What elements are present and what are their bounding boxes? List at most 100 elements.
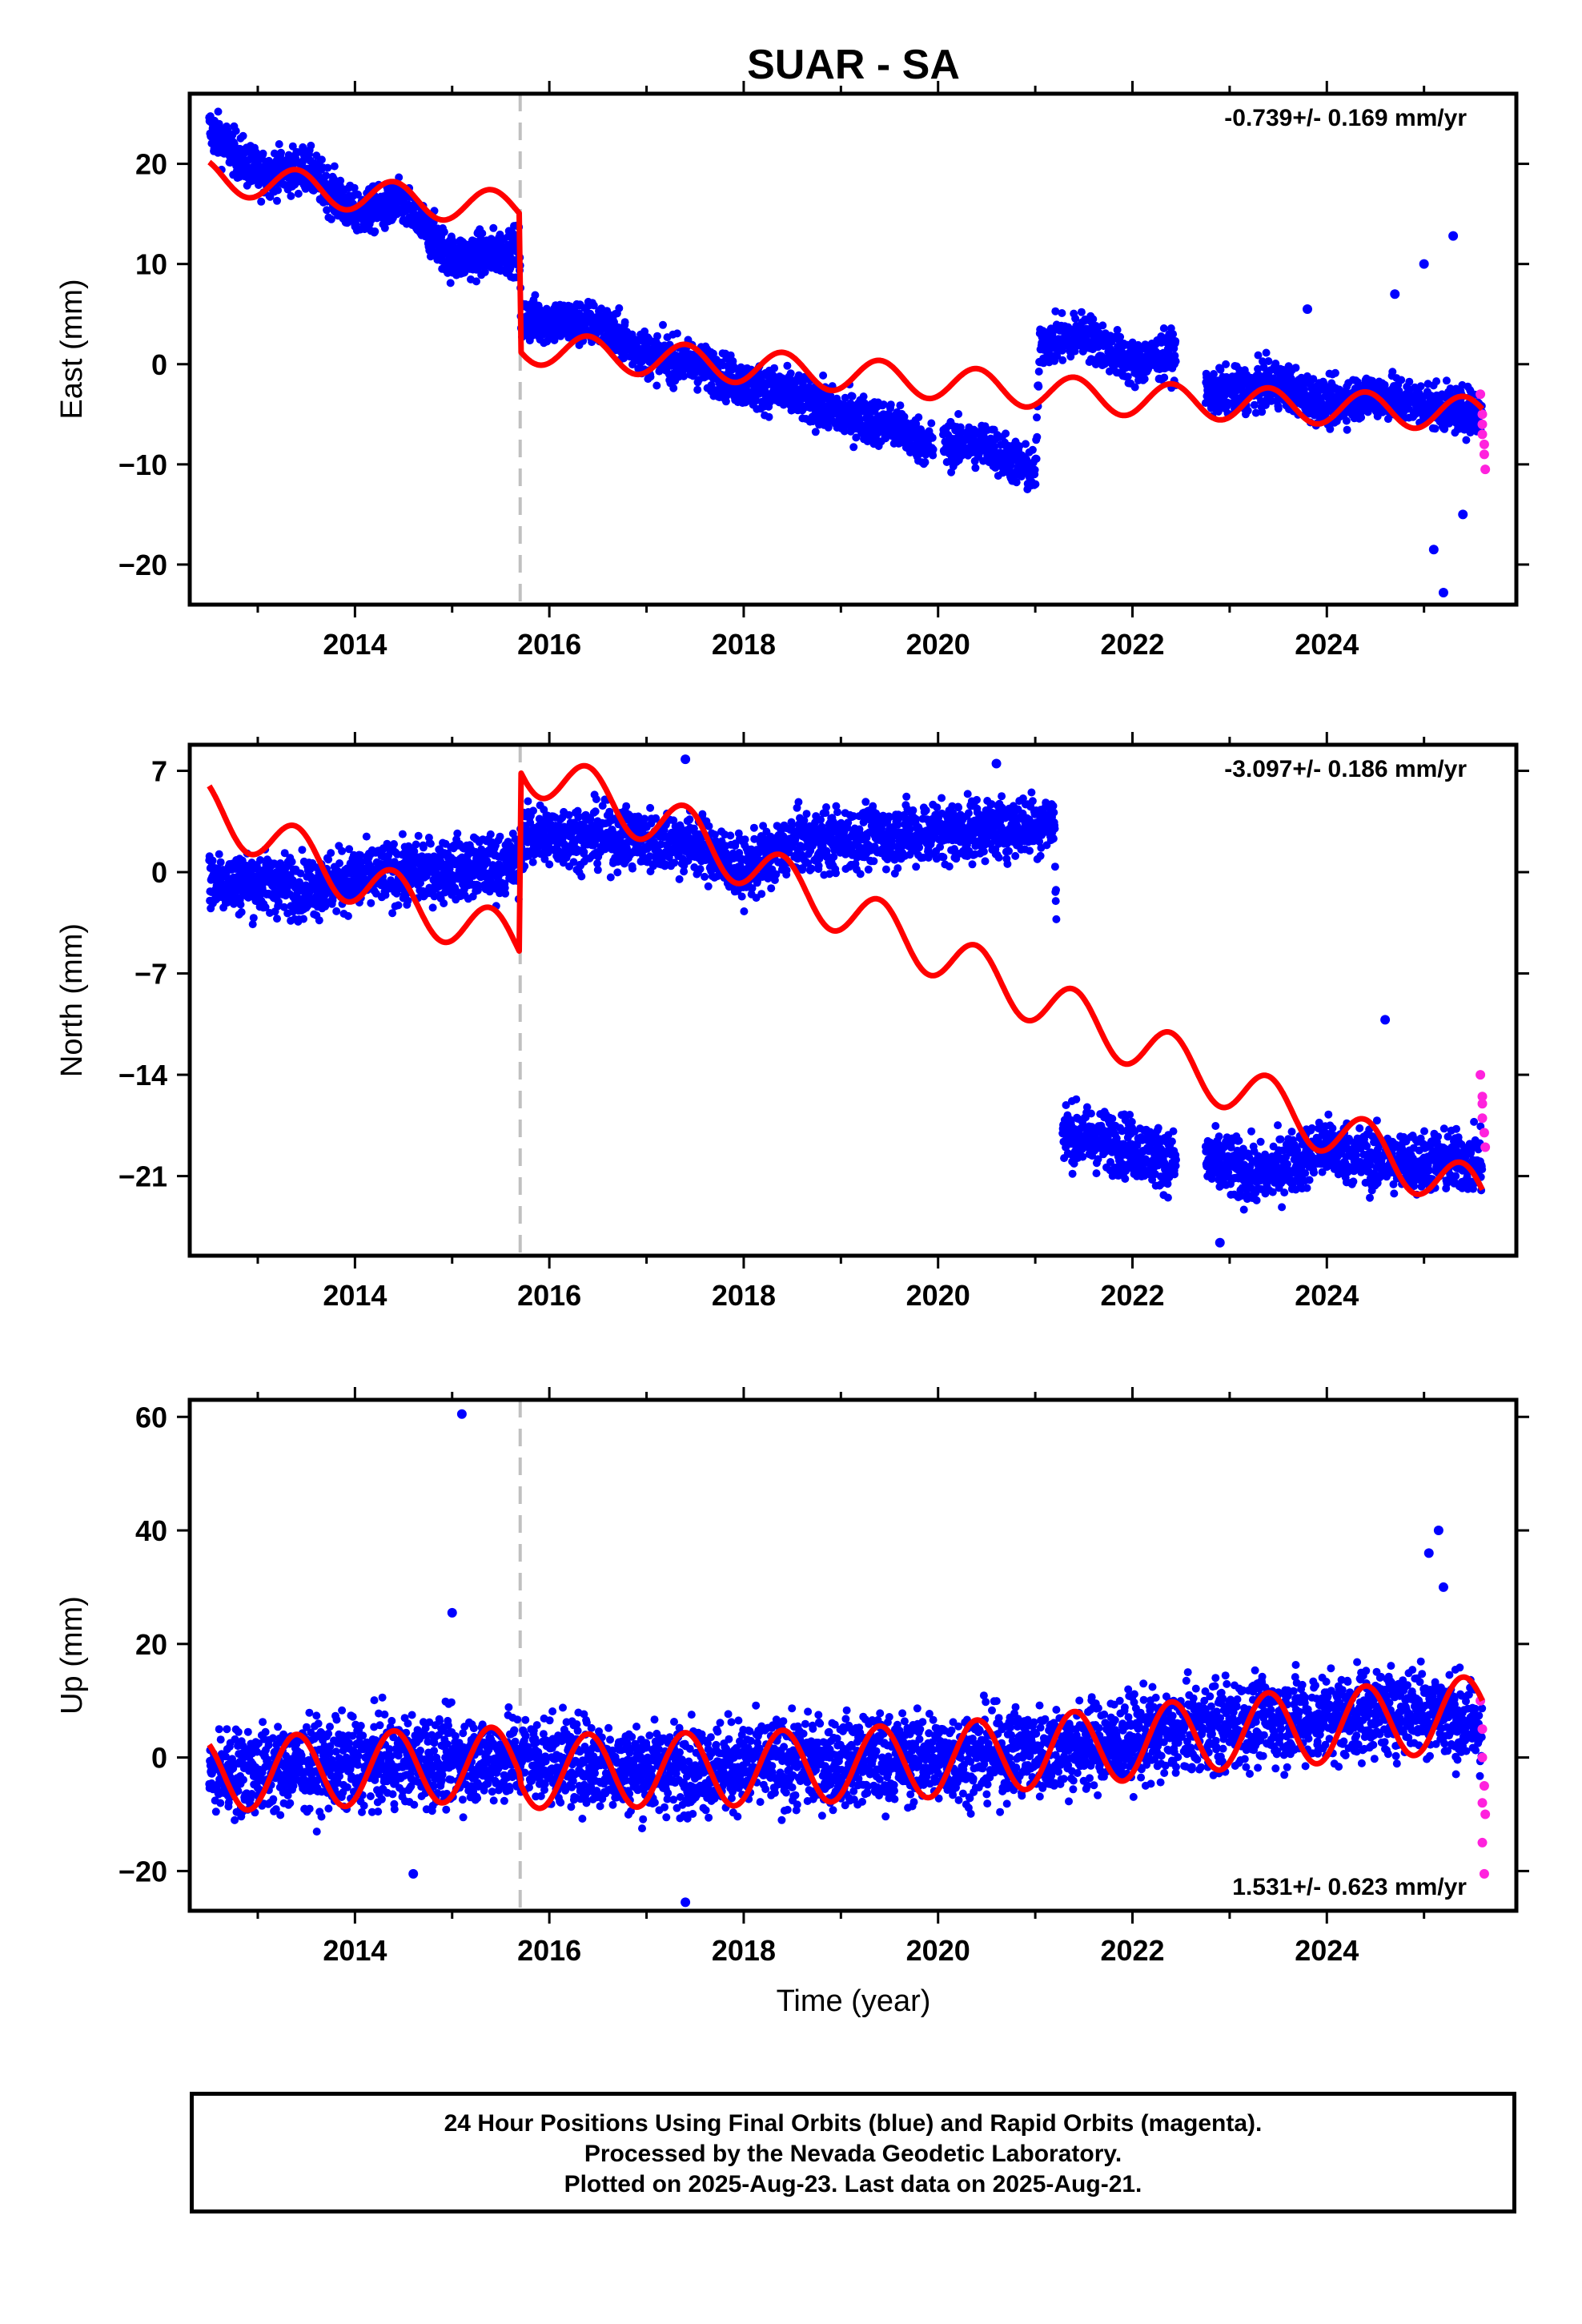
north-final-point [273,915,281,923]
east-final-point [673,329,681,338]
north-final-point [410,847,419,855]
east-final-point [620,318,629,327]
north-final-point [315,916,323,925]
east-rapid-point [1477,429,1488,440]
east-final-point [929,445,938,454]
east-final-point [1303,304,1313,314]
east-final-point [971,464,980,472]
east-final-point [1438,587,1448,597]
east-final-point [1390,289,1400,300]
north-final-point [280,849,289,858]
east-final-point [1034,368,1043,376]
north-final-point [404,896,412,905]
east-final-point [1448,231,1459,241]
east-final-point [1431,424,1439,433]
north-final-point [296,869,305,878]
east-final-point [1116,332,1125,341]
east-rapid-point [1477,419,1488,429]
east-final-point [380,223,389,232]
east-final-point [921,458,930,467]
east-final-point [957,428,966,436]
east-final-point [1058,356,1067,364]
east-final-point [307,141,315,150]
east-final-point [659,320,667,329]
north-final-point [394,901,403,910]
east-final-point [1022,440,1030,448]
east-x-tick-label: 2014 [323,628,387,661]
east-final-point [1098,321,1107,330]
east-final-point [1291,364,1300,372]
east-final-point [288,142,297,151]
east-final-point [824,423,833,432]
north-final-point [324,855,333,864]
east-final-point [336,176,345,185]
east-final-point [1051,307,1060,316]
east-final-point [489,223,498,232]
east-final-point [1159,324,1168,332]
east-final-point [1326,424,1335,433]
east-rapid-point [1479,449,1489,460]
east-rapid-point [1476,389,1486,400]
north-final-point [483,857,492,865]
north-final-point [327,849,335,858]
east-final-point [1210,370,1218,378]
east-final-point [1030,465,1039,474]
east-final-point [849,443,858,452]
north-final-point [343,911,352,920]
north-final-point [256,856,264,864]
east-final-point [1033,432,1042,441]
east-final-point [709,349,717,358]
east-final-point [990,443,999,451]
north-final-point [274,898,283,907]
east-final-point [1243,406,1252,415]
east-final-point [239,131,247,140]
east-final-point [848,392,857,400]
north-final-point [428,903,437,912]
east-final-point [841,393,849,402]
east-final-points [205,107,1487,597]
north-final-point [261,903,270,911]
north-final-point [237,908,246,916]
east-final-point [350,183,359,192]
north-final-point [414,831,423,840]
east-final-point [859,392,868,401]
east-x-tick-label: 2024 [1295,628,1359,661]
east-final-point [1462,436,1471,444]
north-final-point [249,914,258,923]
east-final-point [1015,442,1024,451]
east-final-point [1357,413,1366,422]
east-final-point [852,433,861,442]
east-x-tick-label: 2020 [906,628,970,661]
north-final-point [412,840,420,849]
north-final-point [253,862,262,871]
east-final-point [1380,380,1389,389]
east-final-point [783,361,792,370]
east-final-point [1140,375,1149,384]
east-final-point [1077,308,1086,316]
north-final-point [345,845,354,854]
north-final-point [216,858,225,866]
east-final-point [765,412,773,421]
north-final-point [474,881,483,890]
east-final-point [1458,509,1468,520]
chart-title: SUAR - SA [747,42,960,88]
east-final-point [275,140,283,148]
east-final-point [1428,545,1439,555]
east-final-point [214,107,223,116]
east-final-point [1222,360,1231,368]
east-rapid-point [1480,464,1491,475]
east-final-point [231,127,240,135]
east-final-point [550,336,559,344]
east-final-point [912,420,921,428]
panel-east: 2014 2016 2018 2020 2022 2024−20−1001020East … [55,81,1529,661]
east-final-point [1034,382,1043,391]
east-final-point [531,291,540,300]
east-final-point [1058,309,1066,317]
east-final-point [928,433,937,442]
east-final-point [274,186,283,195]
east-x-tick-label: 2022 [1100,628,1164,661]
east-y-tick-label: 20 [135,148,167,181]
north-final-point [426,839,435,848]
north-final-point [453,829,462,838]
east-final-point [294,189,303,198]
